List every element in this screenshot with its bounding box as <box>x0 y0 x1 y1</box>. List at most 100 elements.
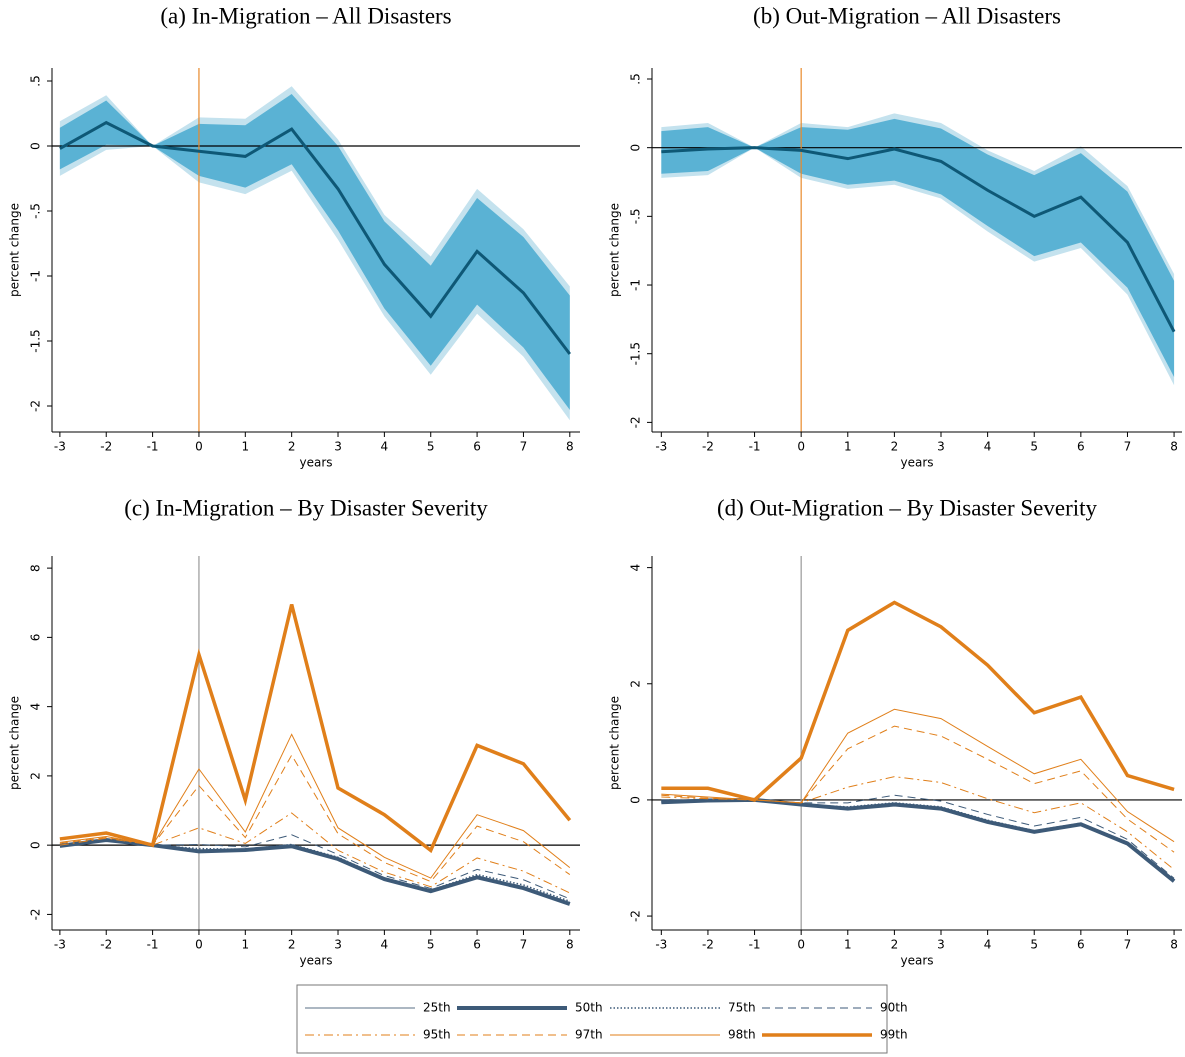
y-tick-label: 0 <box>629 796 643 804</box>
x-tick-label: -1 <box>147 938 159 952</box>
x-tick-label: 7 <box>1124 440 1132 454</box>
x-tick-label: 0 <box>195 938 203 952</box>
panel-title: (c) In-Migration – By Disaster Severity <box>124 495 488 520</box>
x-tick-label: 3 <box>937 938 945 952</box>
series-line <box>661 708 1175 843</box>
x-tick-label: -1 <box>147 440 159 454</box>
x-axis-label: years <box>900 954 933 968</box>
y-tick-label: 6 <box>29 634 43 642</box>
x-tick-label: -2 <box>702 938 714 952</box>
y-tick-label: -2 <box>29 908 43 920</box>
x-tick-label: 2 <box>891 440 899 454</box>
y-tick-label: -2 <box>629 910 643 922</box>
x-tick-label: 6 <box>1077 938 1085 952</box>
confidence-band <box>661 118 1175 378</box>
x-tick-label: 0 <box>797 440 805 454</box>
y-tick-label: -2 <box>29 400 43 412</box>
series-line <box>59 120 571 355</box>
x-tick-label: 4 <box>381 440 389 454</box>
series-line <box>59 838 571 902</box>
x-tick-label: -1 <box>749 440 761 454</box>
y-tick-label: -1 <box>629 279 643 291</box>
legend-label: 50th <box>575 1001 603 1015</box>
x-tick-label: 6 <box>473 440 481 454</box>
x-tick-label: 5 <box>1030 938 1038 952</box>
y-tick-label: -1.5 <box>29 329 43 352</box>
series-line <box>59 733 571 879</box>
legend-label: 95th <box>423 1028 451 1042</box>
y-axis-label: percent change <box>608 203 622 297</box>
legend-label: 75th <box>728 1001 756 1015</box>
x-tick-label: 6 <box>1077 440 1085 454</box>
x-tick-label: 1 <box>241 938 249 952</box>
x-tick-label: 0 <box>797 938 805 952</box>
y-axis-label: percent change <box>8 203 22 297</box>
x-tick-label: 2 <box>891 938 899 952</box>
series-line <box>59 604 572 854</box>
series-line <box>661 776 1175 870</box>
y-tick-label: -.5 <box>629 208 643 224</box>
y-tick-label: 4 <box>629 564 643 572</box>
y-tick-label: 2 <box>29 772 43 780</box>
y-tick-label: 8 <box>29 564 43 572</box>
x-tick-label: -3 <box>54 938 66 952</box>
confidence-band <box>59 94 570 410</box>
x-tick-label: 2 <box>288 938 296 952</box>
legend-label: 97th <box>575 1028 603 1042</box>
y-tick-label: .5 <box>629 73 643 84</box>
x-tick-label: 5 <box>427 938 435 952</box>
x-tick-label: 3 <box>334 440 342 454</box>
series-line <box>59 837 571 906</box>
panel-title: (b) Out-Migration – All Disasters <box>753 3 1061 28</box>
series-line <box>59 812 571 894</box>
y-axis-label: percent change <box>8 696 22 790</box>
x-axis-label: years <box>299 954 332 968</box>
x-tick-label: 4 <box>984 440 992 454</box>
x-tick-label: -3 <box>655 440 667 454</box>
x-tick-label: -2 <box>100 440 112 454</box>
y-tick-label: 2 <box>629 680 643 688</box>
y-tick-label: 0 <box>29 841 43 849</box>
y-tick-label: .5 <box>29 75 43 86</box>
x-tick-label: 6 <box>473 938 481 952</box>
x-tick-label: -2 <box>100 938 112 952</box>
x-tick-label: 1 <box>844 938 852 952</box>
x-tick-label: 8 <box>1170 440 1178 454</box>
x-tick-label: -3 <box>54 440 66 454</box>
x-tick-label: -2 <box>702 440 714 454</box>
y-tick-label: 0 <box>629 144 643 152</box>
x-tick-label: 7 <box>520 440 528 454</box>
y-axis-label: percent change <box>608 696 622 790</box>
x-tick-label: 4 <box>984 938 992 952</box>
legend-label: 98th <box>728 1028 756 1042</box>
x-tick-label: 1 <box>844 440 852 454</box>
x-axis-label: years <box>900 456 933 470</box>
x-tick-label: -3 <box>655 938 667 952</box>
y-tick-label: 0 <box>29 142 43 150</box>
x-tick-label: 8 <box>1170 938 1178 952</box>
x-tick-label: 7 <box>1124 938 1132 952</box>
series-line <box>59 839 570 904</box>
x-tick-label: 8 <box>566 938 574 952</box>
series-line <box>661 725 1175 853</box>
x-tick-label: 1 <box>241 440 249 454</box>
y-tick-label: -1 <box>29 270 43 282</box>
y-tick-label: -2 <box>629 416 643 428</box>
x-tick-label: 8 <box>566 440 574 454</box>
series-line <box>661 146 1176 333</box>
y-tick-label: 4 <box>29 703 43 711</box>
series-line <box>661 799 1175 881</box>
legend-label: 25th <box>423 1001 451 1015</box>
series-line <box>661 797 1176 883</box>
y-tick-label: -1.5 <box>629 342 643 365</box>
legend-label: 90th <box>880 1001 908 1015</box>
x-tick-label: 2 <box>288 440 296 454</box>
x-tick-label: 3 <box>937 440 945 454</box>
x-tick-label: 7 <box>520 938 528 952</box>
x-tick-label: -1 <box>749 938 761 952</box>
x-tick-label: 5 <box>427 440 435 454</box>
x-axis-label: years <box>299 456 332 470</box>
legend-label: 99th <box>880 1028 908 1042</box>
x-tick-label: 4 <box>381 938 389 952</box>
